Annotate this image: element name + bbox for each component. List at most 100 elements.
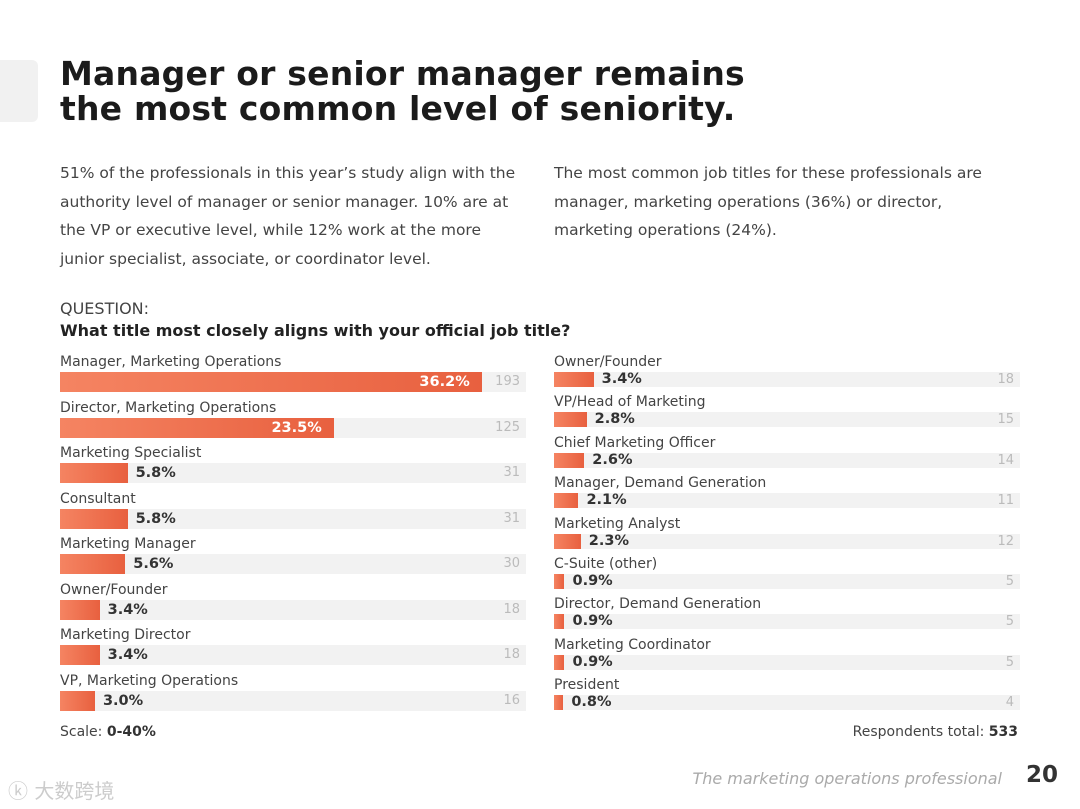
page-number: 20 [1025, 762, 1058, 788]
bar-label: Marketing Coordinator [554, 636, 711, 653]
bar-row: VP, Marketing Operations 3.0% 16 [60, 671, 526, 717]
bar-track: 3.4% 18 [60, 599, 526, 620]
bar-percent: 5.8% [135, 510, 176, 527]
scale-note: Scale: 0-40% [60, 724, 156, 740]
bar-fill [60, 554, 126, 574]
bar-label: VP/Head of Marketing [554, 394, 706, 411]
bar-count: 5 [1005, 614, 1014, 630]
bar-count: 14 [997, 452, 1014, 468]
bar-label: Director, Marketing Operations [60, 399, 277, 416]
bar-label: Manager, Marketing Operations [60, 354, 282, 370]
page-title: Manager or senior manager remains the mos… [60, 56, 745, 126]
bar-track: 2.1% 11 [554, 492, 1020, 509]
bar-label: Marketing Specialist [60, 445, 202, 461]
bar-track: 3.0% 16 [60, 690, 526, 711]
bar-label: C-Suite (other) [554, 555, 658, 572]
bar-count: 12 [997, 533, 1014, 549]
bar-label: Marketing Manager [60, 536, 196, 552]
bar-percent: 2.1% [586, 492, 627, 509]
bar-count: 31 [503, 510, 520, 526]
bar-percent: 0.9% [572, 613, 613, 630]
respondents-value: 533 [988, 724, 1018, 740]
bar-track: 23.5% 125 [60, 417, 526, 438]
bar-percent: 0.9% [572, 653, 613, 670]
bar-fill [554, 372, 594, 387]
bar-fill [554, 452, 585, 468]
bar-row: Director, Marketing Operations 23.5% 125 [60, 398, 526, 444]
intro-paragraph-left: 51% of the professionals in this year’s … [60, 164, 516, 268]
bar-row: Owner/Founder 3.4% 18 [60, 580, 526, 626]
bar-percent: 3.4% [601, 371, 642, 387]
bar-label: Marketing Analyst [554, 515, 681, 532]
bar-track: 3.4% 18 [60, 645, 526, 665]
bar-percent: 0.9% [572, 572, 613, 589]
bar-label: President [554, 677, 620, 694]
bar-percent: 0.8% [571, 694, 612, 711]
bar-label: Consultant [60, 490, 136, 507]
bar-row: Marketing Specialist 5.8% 31 [60, 443, 526, 489]
chart-right-column: Owner/Founder 3.4% 18 VP/Head of Marketin… [554, 352, 1020, 716]
bar-track: 2.3% 12 [554, 532, 1020, 549]
bar-fill [554, 493, 579, 509]
scale-value: 0-40% [106, 724, 156, 740]
bar-label: Chief Marketing Officer [554, 434, 716, 451]
bar-percent: 2.3% [588, 532, 629, 549]
bar-track: 0.9% 5 [554, 613, 1020, 630]
bar-row: VP/Head of Marketing 2.8% 15 [554, 392, 1020, 432]
respondents-note: Respondents total: 533 [853, 724, 1018, 740]
bar-track: 0.9% 5 [554, 572, 1020, 589]
page-tab-decoration [0, 60, 38, 122]
bar-track: 3.4% 18 [554, 372, 1020, 387]
title-line-2: the most common level of seniority. [60, 89, 736, 128]
bar-percent: 2.6% [592, 451, 633, 468]
bar-row: Marketing Coordinator 0.9% 5 [554, 635, 1020, 675]
bar-percent: 3.0% [102, 692, 144, 709]
bar-count: 5 [1005, 573, 1014, 589]
bar-percent: 5.8% [135, 465, 176, 481]
bar-fill [554, 614, 565, 630]
bar-row: Marketing Director 3.4% 18 [60, 625, 526, 671]
bar-row: Manager, Marketing Operations 36.2% 193 [60, 352, 526, 398]
bar-row: Director, Demand Generation 0.9% 5 [554, 594, 1020, 634]
bar-count: 15 [997, 412, 1014, 428]
bar-row: Chief Marketing Officer 2.6% 14 [554, 433, 1020, 473]
bar-count: 18 [503, 647, 520, 662]
bar-row: Marketing Analyst 2.3% 12 [554, 514, 1020, 554]
bar-percent: 3.4% [107, 647, 148, 663]
bar-fill [60, 417, 334, 438]
scale-label: Scale: [60, 724, 103, 740]
intro-paragraph-right: The most common job titles for these pro… [554, 164, 982, 239]
bar-track: 36.2% 193 [60, 372, 526, 392]
bar-row: Manager, Demand Generation 2.1% 11 [554, 473, 1020, 513]
bar-label: VP, Marketing Operations [60, 672, 239, 689]
bar-count: 193 [495, 374, 520, 389]
bar-fill [554, 654, 565, 670]
bar-row: Owner/Founder 3.4% 18 [554, 352, 1020, 392]
bar-fill [554, 412, 587, 428]
bar-row: Consultant 5.8% 31 [60, 489, 526, 535]
question-label: QUESTION: [60, 299, 150, 318]
chart-left-column: Manager, Marketing Operations 36.2% 193 D… [60, 352, 526, 716]
bar-row: Marketing Manager 5.6% 30 [60, 534, 526, 580]
bar-count: 11 [997, 493, 1014, 509]
bar-fill [60, 463, 128, 483]
bar-count: 4 [1005, 695, 1014, 711]
bar-count: 18 [997, 372, 1014, 387]
bar-count: 30 [503, 556, 520, 571]
bar-fill [554, 695, 564, 711]
bar-track: 2.6% 14 [554, 451, 1020, 468]
bar-fill [554, 573, 565, 589]
bar-fill [60, 690, 95, 711]
bar-fill [60, 645, 100, 665]
bar-track: 5.8% 31 [60, 508, 526, 529]
respondents-label: Respondents total: [852, 724, 985, 740]
footer-brand: The marketing operations professional [692, 769, 1002, 788]
bar-percent: 3.4% [107, 601, 148, 618]
bar-fill [60, 508, 128, 529]
bar-label: Owner/Founder [554, 354, 662, 370]
title-line-1: Manager or senior manager remains [60, 54, 745, 93]
bar-count: 125 [495, 419, 520, 435]
bar-row: C-Suite (other) 0.9% 5 [554, 554, 1020, 594]
bar-count: 18 [503, 601, 520, 617]
watermark-text: 大数跨境 [34, 779, 115, 803]
